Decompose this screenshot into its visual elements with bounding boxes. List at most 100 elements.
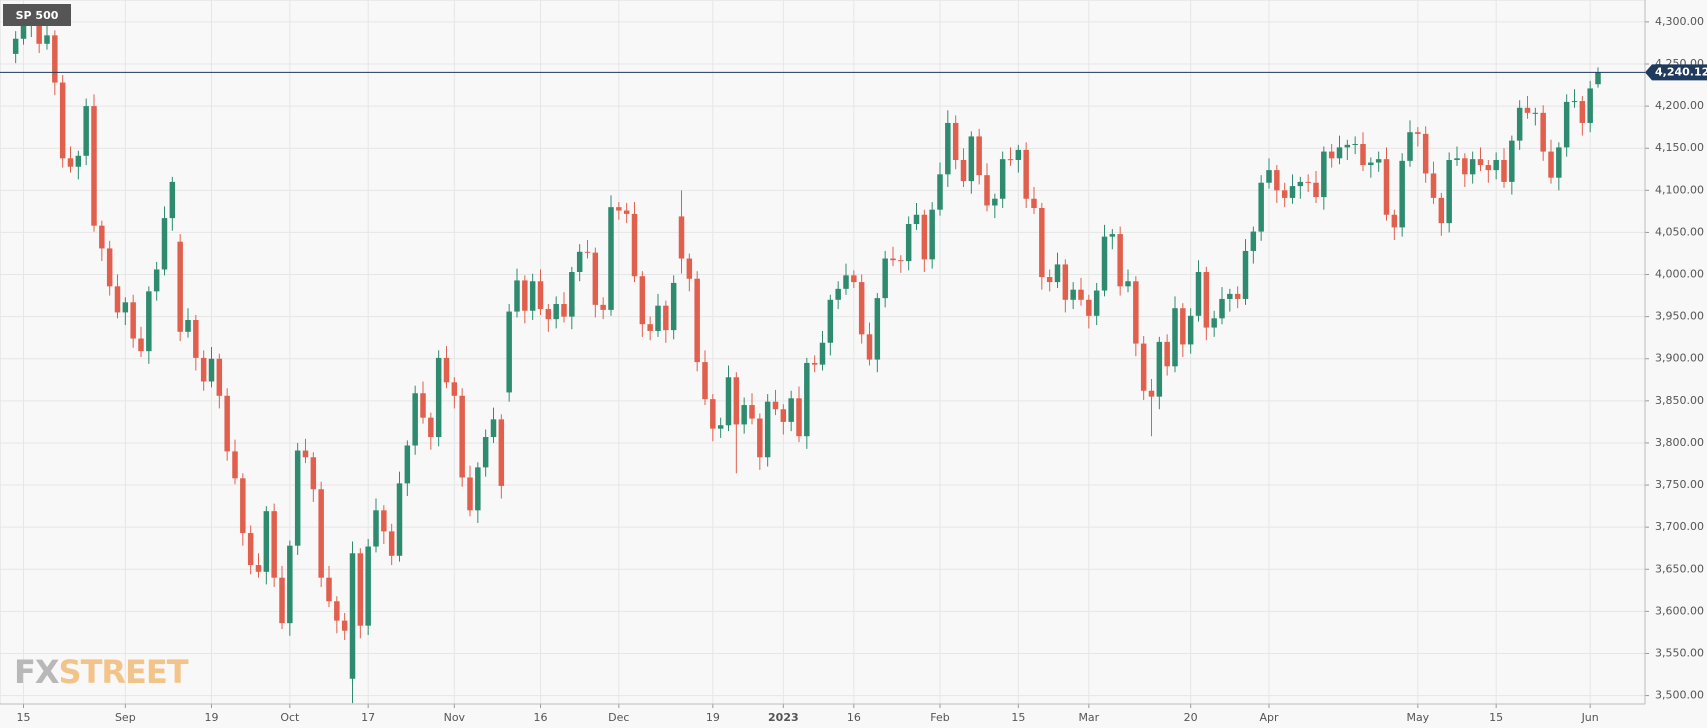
watermark-right-text: STREET bbox=[59, 653, 189, 691]
candle-body bbox=[1321, 151, 1327, 198]
candle-body bbox=[310, 457, 317, 490]
candle-body bbox=[1524, 107, 1531, 113]
x-tick-label: May bbox=[1406, 711, 1429, 724]
x-tick-label: 16 bbox=[534, 711, 548, 724]
candle-body bbox=[106, 248, 113, 287]
candle-body bbox=[169, 181, 176, 219]
candle-body bbox=[757, 418, 763, 458]
candle-body bbox=[365, 546, 371, 626]
candle-body bbox=[1046, 277, 1053, 283]
x-tick-label: Nov bbox=[444, 711, 466, 724]
candle-body bbox=[435, 357, 442, 438]
x-tick-label: Feb bbox=[930, 711, 949, 724]
x-tick-label: 20 bbox=[1184, 711, 1198, 724]
candle-body bbox=[694, 278, 700, 363]
candle-body bbox=[921, 214, 928, 260]
candle-body bbox=[20, 24, 27, 39]
candle-body bbox=[725, 377, 732, 426]
candle-body bbox=[717, 425, 724, 429]
candle-body bbox=[1125, 281, 1131, 287]
candle-body bbox=[937, 174, 943, 210]
chart-title: SP 500 bbox=[16, 9, 59, 22]
candle-body bbox=[318, 489, 324, 578]
y-tick-label: 3,950.00 bbox=[1655, 310, 1704, 323]
y-tick-label: 3,850.00 bbox=[1655, 394, 1704, 407]
watermark: FXSTREET bbox=[14, 653, 190, 691]
candle-body bbox=[608, 207, 614, 310]
candle-body bbox=[52, 35, 58, 83]
candle-body bbox=[952, 122, 959, 160]
candle-body bbox=[529, 281, 536, 311]
candle-body bbox=[224, 395, 230, 452]
candle-body bbox=[1297, 181, 1304, 187]
y-tick-label: 3,550.00 bbox=[1655, 646, 1704, 659]
y-tick-label: 4,200.00 bbox=[1655, 99, 1704, 112]
x-tick-label: 15 bbox=[1489, 711, 1503, 724]
candle-body bbox=[1093, 290, 1100, 316]
candle-body bbox=[200, 357, 207, 382]
candle-body bbox=[1391, 214, 1398, 228]
candle-body bbox=[858, 282, 865, 335]
candle-body bbox=[232, 451, 238, 479]
candle-body bbox=[686, 258, 693, 279]
candle-body bbox=[1305, 181, 1311, 183]
candle-body bbox=[537, 281, 544, 310]
y-tick-label: 3,800.00 bbox=[1655, 436, 1704, 449]
candle-body bbox=[12, 38, 19, 54]
candle-body bbox=[1352, 144, 1358, 145]
candle-body bbox=[1039, 208, 1045, 278]
candle-body bbox=[1422, 133, 1429, 174]
candle-body bbox=[1595, 72, 1601, 85]
candle-body bbox=[514, 280, 520, 312]
candle-body bbox=[114, 286, 121, 313]
candle-body bbox=[1007, 159, 1014, 161]
candle-body bbox=[1086, 299, 1092, 316]
candle-body bbox=[623, 210, 630, 214]
candle-body bbox=[1556, 147, 1562, 178]
title-box bbox=[3, 4, 71, 26]
candle-body bbox=[1579, 101, 1586, 123]
y-tick-label: 4,150.00 bbox=[1655, 141, 1704, 154]
candle-body bbox=[1117, 234, 1123, 287]
x-tick-label: Sep bbox=[115, 711, 136, 724]
candle-body bbox=[1281, 190, 1288, 198]
candle-body bbox=[467, 477, 473, 511]
candle-body bbox=[428, 417, 434, 438]
candle-body bbox=[584, 251, 591, 253]
candle-body bbox=[1469, 159, 1476, 175]
candle-body bbox=[1274, 170, 1280, 191]
candle-body bbox=[1109, 234, 1116, 237]
candle-body bbox=[67, 158, 74, 167]
candle-body bbox=[247, 533, 254, 566]
y-tick-label: 3,700.00 bbox=[1655, 520, 1704, 533]
candle-body bbox=[44, 35, 50, 44]
candle-body bbox=[1148, 390, 1155, 397]
candle-body bbox=[1187, 315, 1194, 345]
candle-body bbox=[553, 304, 559, 320]
candle-body bbox=[1540, 112, 1546, 152]
candle-body bbox=[1360, 144, 1366, 166]
candle-body bbox=[576, 251, 583, 272]
x-tick-label: Jun bbox=[1581, 711, 1599, 724]
x-tick-label: Apr bbox=[1259, 711, 1279, 724]
y-tick-label: 3,600.00 bbox=[1655, 604, 1704, 617]
candle-body bbox=[788, 398, 794, 422]
candle-body bbox=[1211, 318, 1217, 328]
candle-body bbox=[475, 467, 481, 511]
candle-body bbox=[36, 17, 42, 44]
candle-body bbox=[1023, 149, 1029, 199]
candle-body bbox=[1242, 250, 1249, 299]
candle-body bbox=[905, 224, 912, 262]
candle-body bbox=[388, 531, 395, 556]
candle-body bbox=[161, 218, 168, 270]
candle-body bbox=[874, 298, 881, 360]
candle-body bbox=[1548, 151, 1554, 178]
candle-body bbox=[804, 362, 810, 437]
x-tick-label: 15 bbox=[17, 711, 31, 724]
candle-body bbox=[1070, 289, 1076, 300]
candle-body bbox=[647, 324, 653, 331]
candle-body bbox=[710, 399, 716, 429]
candle-body bbox=[1133, 281, 1139, 344]
y-tick-label: 4,000.00 bbox=[1655, 268, 1704, 281]
